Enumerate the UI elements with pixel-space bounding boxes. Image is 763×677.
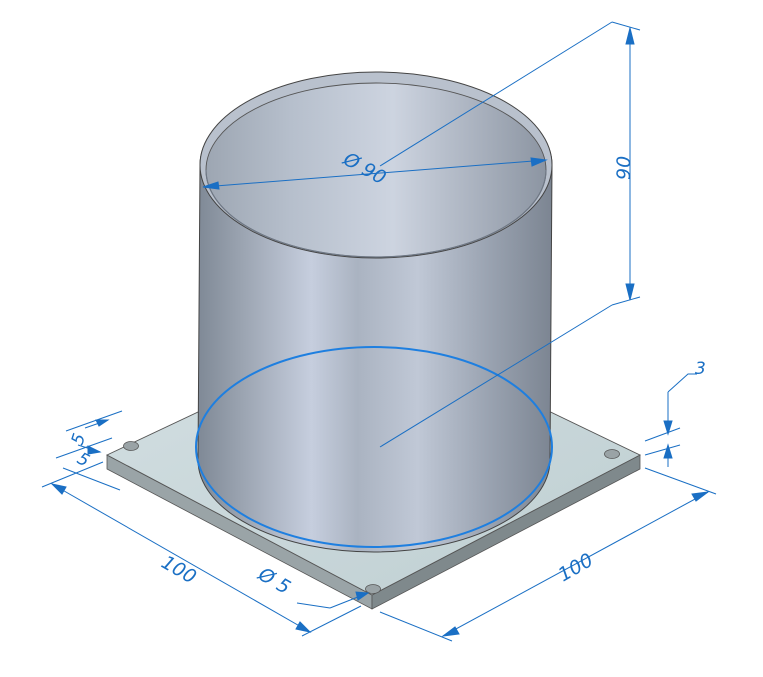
dimension-hole-offsets[interactable]: 5 5 <box>55 410 123 491</box>
dimension-plate-width-label: 100 <box>555 549 597 586</box>
dimension-hole-diameter-label: Ø 5 <box>254 563 295 599</box>
dimension-hole-offset-b-label: 5 <box>74 449 93 472</box>
dimension-plate-thickness-label: 3 <box>695 359 706 379</box>
dimension-plate-length-label: 100 <box>158 551 200 588</box>
mounting-hole-front <box>365 584 381 594</box>
selected-bottom-circle[interactable] <box>195 346 553 548</box>
mounting-hole-left <box>123 441 139 451</box>
cylinder-inner-lip <box>205 169 547 258</box>
dimension-cylinder-height[interactable]: 90 <box>611 21 641 306</box>
dimension-plate-thickness[interactable]: 3 <box>644 359 706 467</box>
mounting-hole-right <box>604 449 620 459</box>
dimension-cylinder-height-label: 90 <box>613 156 635 180</box>
cylinder-tube[interactable] <box>197 71 553 553</box>
dimension-hole-offset-a-label: 5 <box>68 431 90 447</box>
